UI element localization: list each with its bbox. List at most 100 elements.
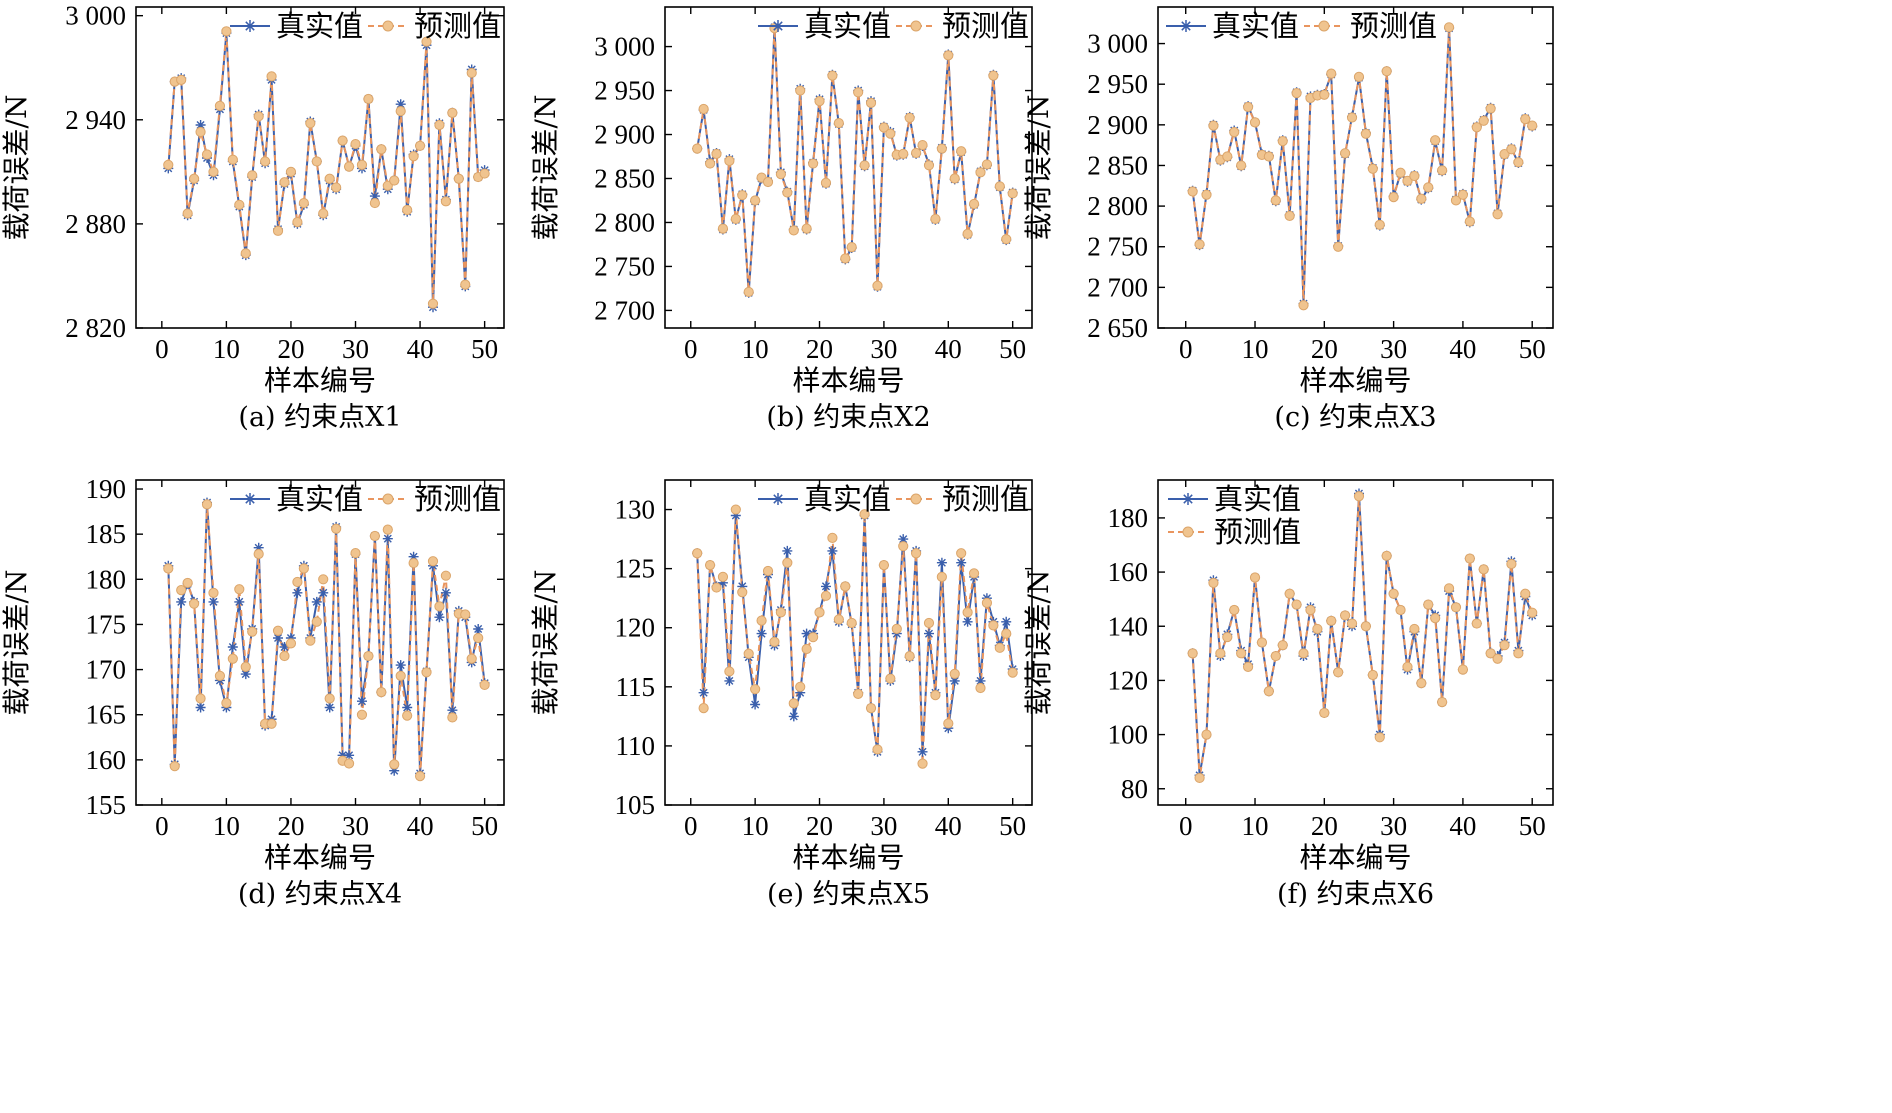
point-pred xyxy=(936,143,947,154)
point-pred xyxy=(878,559,890,571)
point-pred xyxy=(1291,88,1302,99)
point-pred xyxy=(1298,300,1309,311)
x-axis-label: 样本编号 xyxy=(792,841,904,874)
point-pred xyxy=(169,761,180,772)
point-pred xyxy=(923,617,935,629)
point-pred xyxy=(692,143,703,154)
panel-caption: (f) 约束点X6 xyxy=(1277,879,1434,910)
point-pred xyxy=(350,138,361,150)
point-pred xyxy=(743,286,754,298)
point-pred xyxy=(369,530,380,542)
point-pred xyxy=(1464,216,1475,227)
point-pred xyxy=(414,140,426,151)
point-pred xyxy=(936,571,947,583)
point-pred xyxy=(1319,707,1330,719)
point-pred xyxy=(981,159,993,170)
point-pred xyxy=(240,248,251,259)
legend-entry-true: 真实值 xyxy=(230,482,363,516)
x-tick-label: 20 xyxy=(1311,334,1338,364)
point-pred xyxy=(859,509,870,520)
point-pred xyxy=(434,119,445,131)
point-pred xyxy=(975,682,986,694)
point-pred xyxy=(414,771,426,782)
point-pred xyxy=(434,601,445,612)
point-pred xyxy=(1007,188,1018,199)
point-pred xyxy=(1506,558,1517,570)
point-pred xyxy=(795,85,806,96)
point-pred xyxy=(182,208,193,219)
point-pred xyxy=(1520,114,1531,125)
x-tick-label: 0 xyxy=(155,334,169,364)
x-tick-label: 10 xyxy=(213,334,240,364)
point-pred xyxy=(440,570,451,581)
point-pred xyxy=(1201,189,1212,200)
point-pred xyxy=(1001,628,1012,639)
point-pred xyxy=(807,158,819,169)
y-tick-label: 120 xyxy=(615,613,656,643)
point-pred xyxy=(930,689,941,701)
legend-marker-true xyxy=(1180,20,1192,32)
point-pred xyxy=(891,623,902,635)
point-pred xyxy=(447,107,458,118)
point-pred xyxy=(865,702,877,714)
point-pred xyxy=(466,653,477,664)
x-tick-label: 0 xyxy=(155,811,169,841)
point-pred xyxy=(730,504,741,515)
point-pred xyxy=(1326,615,1337,626)
point-pred xyxy=(201,499,213,510)
point-pred xyxy=(298,563,309,574)
panel-e: 0 10 20 30 40 50 105 110 115 120 125 130 样本编号 (e) 约束点… xyxy=(529,479,1033,910)
point-pred xyxy=(1277,640,1288,651)
point-true xyxy=(318,587,329,598)
x-tick-label: 10 xyxy=(1242,334,1269,364)
point-true xyxy=(382,533,393,544)
point-pred xyxy=(318,574,329,585)
series-line-pred xyxy=(1191,496,1534,779)
point-pred xyxy=(201,149,213,160)
x-tick-label: 30 xyxy=(1380,811,1407,841)
point-pred xyxy=(176,74,187,85)
point-true xyxy=(253,542,264,553)
series-line-pred xyxy=(696,509,1014,764)
point-pred xyxy=(189,598,200,609)
point-true xyxy=(724,675,735,686)
y-tick-label: 2 700 xyxy=(1087,272,1148,302)
point-pred xyxy=(369,197,380,209)
x-tick-label: 20 xyxy=(806,334,833,364)
point-pred xyxy=(756,615,767,626)
point-pred xyxy=(1353,491,1365,502)
point-pred xyxy=(1326,68,1337,79)
legend-label: 预测值 xyxy=(1350,9,1437,43)
point-pred xyxy=(247,170,258,181)
point-pred xyxy=(260,156,271,167)
y-axis-label: 载荷误差/N xyxy=(0,95,33,241)
point-pred xyxy=(962,228,973,239)
point-true xyxy=(195,120,206,130)
point-pred xyxy=(743,648,754,659)
x-tick-label: 30 xyxy=(870,811,897,841)
point-pred xyxy=(1187,186,1198,197)
point-pred xyxy=(382,524,393,535)
point-true xyxy=(782,545,793,556)
point-pred xyxy=(949,173,960,184)
point-true xyxy=(227,642,238,652)
point-pred xyxy=(1443,583,1455,594)
point-pred xyxy=(298,197,309,209)
x-tick-label: 30 xyxy=(870,334,897,364)
point-pred xyxy=(1409,170,1420,182)
y-tick-label: 3 000 xyxy=(594,32,655,62)
point-pred xyxy=(859,160,870,171)
point-pred xyxy=(402,710,413,721)
point-pred xyxy=(460,279,471,290)
legend-entry-true: 真实值 xyxy=(758,9,891,43)
point-pred xyxy=(1007,667,1018,678)
point-pred xyxy=(833,117,844,129)
panel-c: 0 10 20 30 40 50 2 650 2 700 2 750 2 800 2 850 2 90… xyxy=(1022,6,1554,433)
point-pred xyxy=(479,168,490,179)
point-pred xyxy=(163,563,174,574)
point-true xyxy=(698,687,709,698)
point-pred xyxy=(846,617,857,629)
point-pred xyxy=(285,638,297,649)
point-pred xyxy=(1201,729,1212,740)
point-pred xyxy=(853,87,864,98)
